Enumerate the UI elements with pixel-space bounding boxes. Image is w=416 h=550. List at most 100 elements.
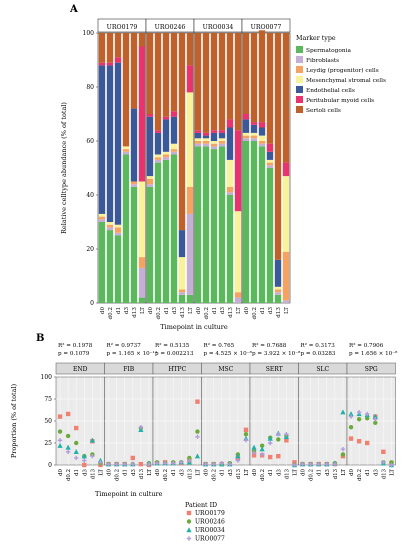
bar-segment	[226, 192, 234, 195]
data-point	[356, 417, 362, 422]
bar-segment	[178, 289, 186, 293]
data-point	[227, 461, 232, 467]
bar-segment	[202, 135, 210, 139]
legend-label: Peritubular myoid cells	[306, 98, 374, 104]
bar-segment	[210, 130, 218, 133]
bar-segment	[234, 211, 242, 293]
x-tick-label: d3	[131, 468, 137, 475]
data-point	[57, 438, 63, 443]
bar-segment	[186, 65, 194, 93]
bar-segment	[202, 132, 210, 136]
x-tick-label: d0.2	[163, 469, 169, 481]
x-tick-label: d0.2	[212, 469, 218, 481]
data-point	[154, 461, 160, 466]
bar-segment	[154, 33, 162, 131]
data-point	[381, 460, 386, 465]
x-tick-label: d0	[204, 468, 210, 475]
bar-segment	[242, 135, 250, 139]
data-point	[316, 461, 321, 467]
bar-segment	[106, 65, 114, 223]
y-tick-label: 100	[41, 374, 53, 381]
data-point	[98, 460, 103, 465]
bar-segment	[154, 132, 162, 155]
legend-swatch	[296, 56, 303, 63]
bar-segment	[202, 146, 210, 303]
x-tick-label: d3	[373, 468, 379, 475]
bar-segment	[250, 135, 258, 139]
legend-label: Sertoli cells	[306, 108, 341, 114]
bar-segment	[130, 33, 138, 109]
data-point	[292, 462, 297, 468]
bar-segment	[194, 132, 202, 139]
bar-segment	[154, 154, 162, 158]
x-tick-label: d3	[228, 468, 234, 475]
x-tick-label: d1	[74, 469, 80, 476]
bar-segment	[162, 116, 170, 120]
bar-segment	[250, 138, 258, 141]
facet-label: HTPC	[168, 366, 186, 373]
x-tick-label: d1	[220, 469, 226, 476]
bar-segment	[242, 141, 250, 303]
data-point	[348, 414, 354, 419]
bar-segment	[194, 143, 202, 147]
bar-segment	[234, 297, 242, 303]
legend-title: Patient ID	[185, 502, 217, 509]
bar-segment	[266, 159, 274, 163]
data-point	[106, 461, 111, 467]
facet-p-value: p = 1.165 × 10⁻¹⁴	[107, 350, 158, 357]
bar-segment	[98, 219, 106, 222]
bar-segment	[98, 213, 106, 217]
data-point	[268, 440, 273, 446]
data-point	[73, 449, 79, 454]
x-tick-label: d13	[276, 307, 282, 318]
x-tick-label: d3	[172, 307, 178, 315]
bar-segment	[170, 154, 178, 303]
bar-segment	[138, 46, 146, 182]
bar-segment	[162, 157, 170, 160]
bar-segment	[194, 33, 202, 131]
data-point	[82, 462, 87, 468]
legend-label: URO0179	[195, 510, 225, 517]
bar-segment	[266, 151, 274, 160]
y-tick-label: 50	[44, 418, 52, 425]
x-tick-label: LT	[244, 469, 250, 476]
x-tick-label: d1	[171, 469, 177, 476]
data-point	[130, 455, 135, 461]
data-point	[373, 420, 378, 425]
x-tick-label: d13	[236, 468, 242, 479]
x-tick-label: d13	[90, 468, 96, 479]
facet-r2: R² = 0.765	[204, 342, 235, 349]
x-tick-label: d1	[164, 307, 170, 314]
bar-segment	[234, 130, 242, 212]
data-point	[389, 462, 394, 468]
bar-segment	[178, 294, 186, 303]
x-axis-title: Timepoint in culture	[160, 323, 228, 331]
bar-segment	[130, 184, 138, 187]
bar-segment	[274, 286, 282, 290]
legend-label: Spermatogonia	[306, 48, 351, 54]
bar-segment	[194, 130, 202, 133]
data-point	[356, 439, 362, 444]
data-point	[284, 438, 289, 443]
data-point	[186, 536, 192, 541]
bar-segment	[282, 300, 290, 303]
facet-p-value: p = 0.03283	[301, 351, 336, 357]
data-point	[171, 461, 176, 466]
data-point	[340, 409, 346, 415]
x-tick-label: LT	[284, 307, 290, 314]
x-tick-label: d0.2	[66, 469, 72, 481]
legend-title: Marker type	[296, 35, 336, 42]
legend-label: Mesenchymal stromal cells	[306, 78, 386, 84]
bar-segment	[98, 33, 106, 63]
data-point	[365, 416, 370, 421]
bar-segment	[114, 62, 122, 225]
x-tick-label: d1	[260, 307, 266, 314]
facet-label: FIB	[123, 366, 135, 373]
y-tick-label: 40	[86, 192, 94, 199]
x-tick-label: d13	[333, 468, 339, 479]
facet-p-value: p = 3.922 × 10⁻⁸	[252, 350, 301, 357]
data-point	[187, 458, 192, 463]
facet-label: SPG	[365, 366, 378, 373]
bar-segment	[170, 143, 178, 150]
legend-label: URO0034	[195, 527, 225, 534]
